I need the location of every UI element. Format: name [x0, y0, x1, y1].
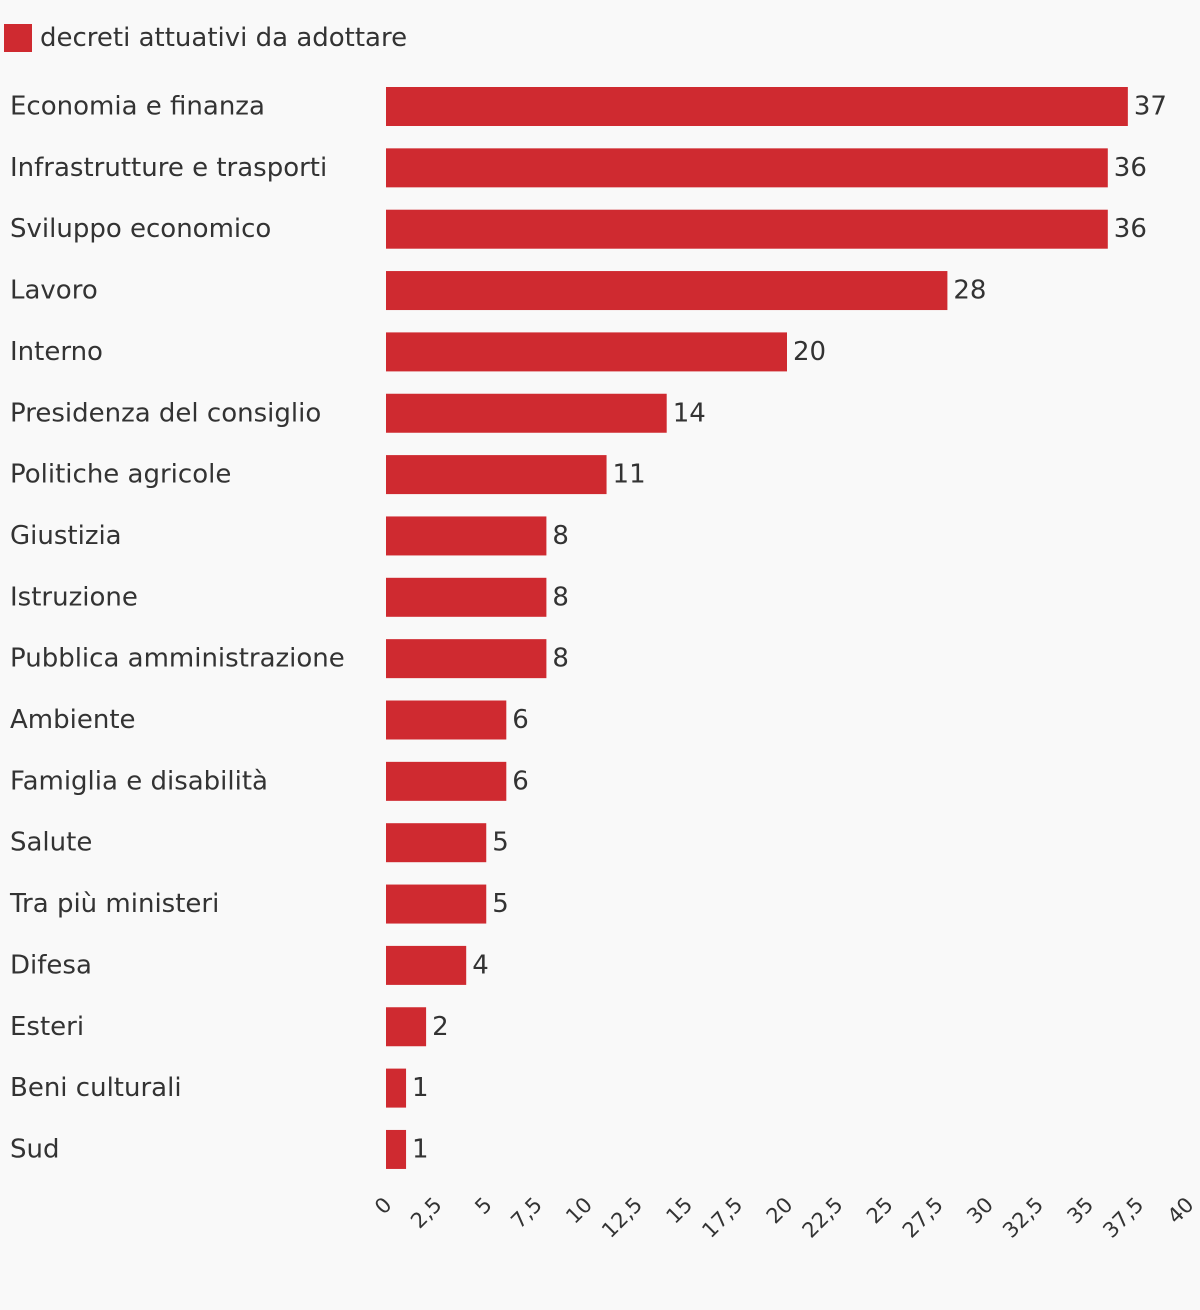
value-label: 28 [953, 276, 986, 306]
bar-chart: Economia e finanza Infrastrutture e trasp… [0, 0, 1200, 1310]
bar [386, 210, 1108, 249]
bar [386, 946, 466, 985]
bar [386, 394, 667, 433]
x-tick-label: 10 [561, 1193, 597, 1229]
x-tick-label: 20 [762, 1193, 798, 1229]
x-tick-label: 27,5 [898, 1193, 948, 1243]
category-label: Istruzione [10, 582, 138, 612]
value-label: 1 [412, 1134, 429, 1164]
bar [386, 701, 506, 740]
x-tick-label: 37,5 [1098, 1193, 1148, 1243]
category-label: Esteri [10, 1012, 84, 1042]
value-label: 5 [492, 889, 509, 919]
x-tick-label: 22,5 [798, 1193, 848, 1243]
value-label: 36 [1114, 153, 1147, 183]
category-label: Giustizia [10, 521, 122, 551]
value-label: 1 [412, 1073, 429, 1103]
value-label: 20 [793, 337, 826, 367]
value-label: 37 [1134, 92, 1167, 122]
category-label: Sviluppo economico [10, 214, 271, 244]
category-label: Famiglia e disabilità [10, 766, 268, 796]
x-tick-label: 30 [962, 1193, 998, 1229]
x-tick-label: 0 [370, 1193, 396, 1219]
value-label: 6 [512, 705, 529, 735]
bar [386, 639, 546, 678]
value-label: 8 [552, 521, 569, 551]
value-label: 5 [492, 828, 509, 858]
category-label: Salute [10, 828, 92, 858]
category-label: Presidenza del consiglio [10, 398, 321, 428]
bar [386, 885, 486, 924]
x-tick-label: 5 [470, 1193, 496, 1219]
bar [386, 455, 607, 494]
x-tick-label: 25 [862, 1193, 898, 1229]
x-tick-label: 40 [1163, 1193, 1199, 1229]
bar [386, 1007, 426, 1046]
category-labels: Economia e finanza Infrastrutture e trasp… [9, 92, 345, 1165]
bar [386, 332, 787, 371]
x-tick-label: 12,5 [597, 1193, 647, 1243]
value-label: 14 [673, 398, 706, 428]
category-label: Difesa [10, 950, 92, 980]
bar [386, 823, 486, 862]
bar [386, 516, 546, 555]
value-label: 8 [552, 644, 569, 674]
category-label: Economia e finanza [10, 92, 265, 122]
x-tick-label: 15 [661, 1193, 697, 1229]
category-label: Pubblica amministrazione [10, 644, 345, 674]
category-label: Beni culturali [10, 1073, 182, 1103]
x-tick-label: 7,5 [506, 1193, 547, 1234]
category-label: Politiche agricole [10, 460, 231, 490]
category-label: Interno [10, 337, 103, 367]
bar [386, 87, 1128, 126]
bar [386, 271, 947, 310]
category-label: Ambiente [10, 705, 136, 735]
category-label: Tra più ministeri [9, 889, 219, 919]
value-label: 8 [552, 582, 569, 612]
category-label: Infrastrutture e trasporti [10, 153, 327, 183]
x-tick-label: 35 [1062, 1193, 1098, 1229]
category-label: Lavoro [10, 276, 98, 306]
bar [386, 1069, 406, 1108]
bar [386, 1130, 406, 1169]
value-label: 11 [613, 460, 646, 490]
category-label: Sud [10, 1134, 60, 1164]
value-label: 4 [472, 950, 489, 980]
bar [386, 762, 506, 801]
bar [386, 578, 546, 617]
value-label: 2 [432, 1012, 449, 1042]
x-tick-label: 32,5 [998, 1193, 1048, 1243]
bar [386, 148, 1108, 187]
x-tick-label: 17,5 [697, 1193, 747, 1243]
x-tick-label: 2,5 [406, 1193, 447, 1234]
bars [386, 87, 1128, 1169]
value-label: 36 [1114, 214, 1147, 244]
value-label: 6 [512, 766, 529, 796]
x-axis-ticks: 0 2,5 5 7,5 10 12,5 15 17,5 20 22,5 25 27,5 30 32,5 35… [370, 1193, 1198, 1243]
